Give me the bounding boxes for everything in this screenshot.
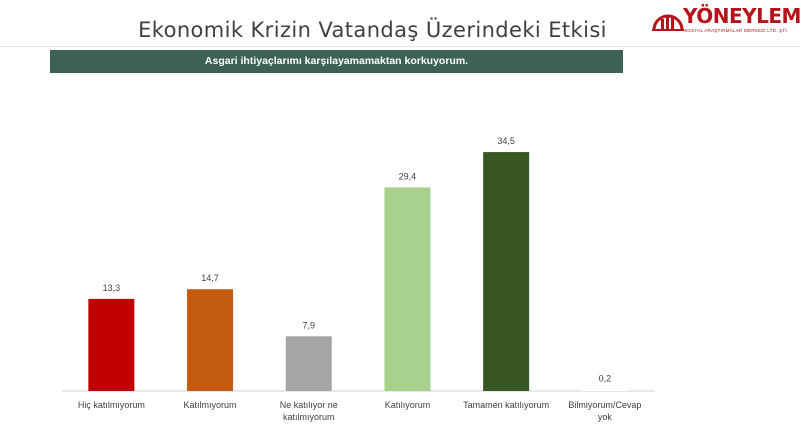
data-label: 14,7	[201, 273, 219, 283]
logo-name: YÖNEYLEM	[683, 4, 800, 28]
bar	[384, 187, 431, 391]
bar	[187, 289, 234, 391]
x-tick-label: Ne katılıyor ne	[280, 400, 338, 410]
x-tick-label: Bilmiyorum/Cevap	[568, 400, 641, 410]
logo: YÖNEYLEM SOSYAL ARAŞTIRMALAR MERKEZİ LTD…	[650, 2, 800, 42]
bar	[581, 389, 628, 391]
title-divider	[0, 46, 800, 47]
data-label: 29,4	[399, 171, 417, 181]
data-label: 0,2	[599, 374, 612, 384]
data-label: 34,5	[497, 136, 515, 146]
bar	[285, 336, 332, 391]
x-tick-label: Hiç katılmıyorum	[78, 400, 145, 410]
bar	[483, 152, 530, 391]
page-title: Ekonomik Krizin Vatandaş Üzerindeki Etki…	[138, 18, 607, 42]
x-tick-label: Tamamen katılıyorum	[463, 400, 549, 410]
data-label: 13,3	[103, 283, 121, 293]
question-banner: Asgari ihtiyaçlarımı karşılayamamaktan k…	[50, 50, 623, 73]
x-tick-label: yok	[598, 412, 613, 422]
x-tick-label: Katılıyorum	[385, 400, 431, 410]
bar	[88, 298, 135, 391]
logo-emblem-icon	[652, 14, 684, 31]
data-label: 7,9	[302, 320, 315, 330]
x-tick-label: Katılmıyorum	[184, 400, 237, 410]
x-tick-label: katılmıyorum	[283, 412, 335, 422]
logo-subtitle: SOSYAL ARAŞTIRMALAR MERKEZİ LTD. ŞTİ.	[684, 28, 789, 33]
